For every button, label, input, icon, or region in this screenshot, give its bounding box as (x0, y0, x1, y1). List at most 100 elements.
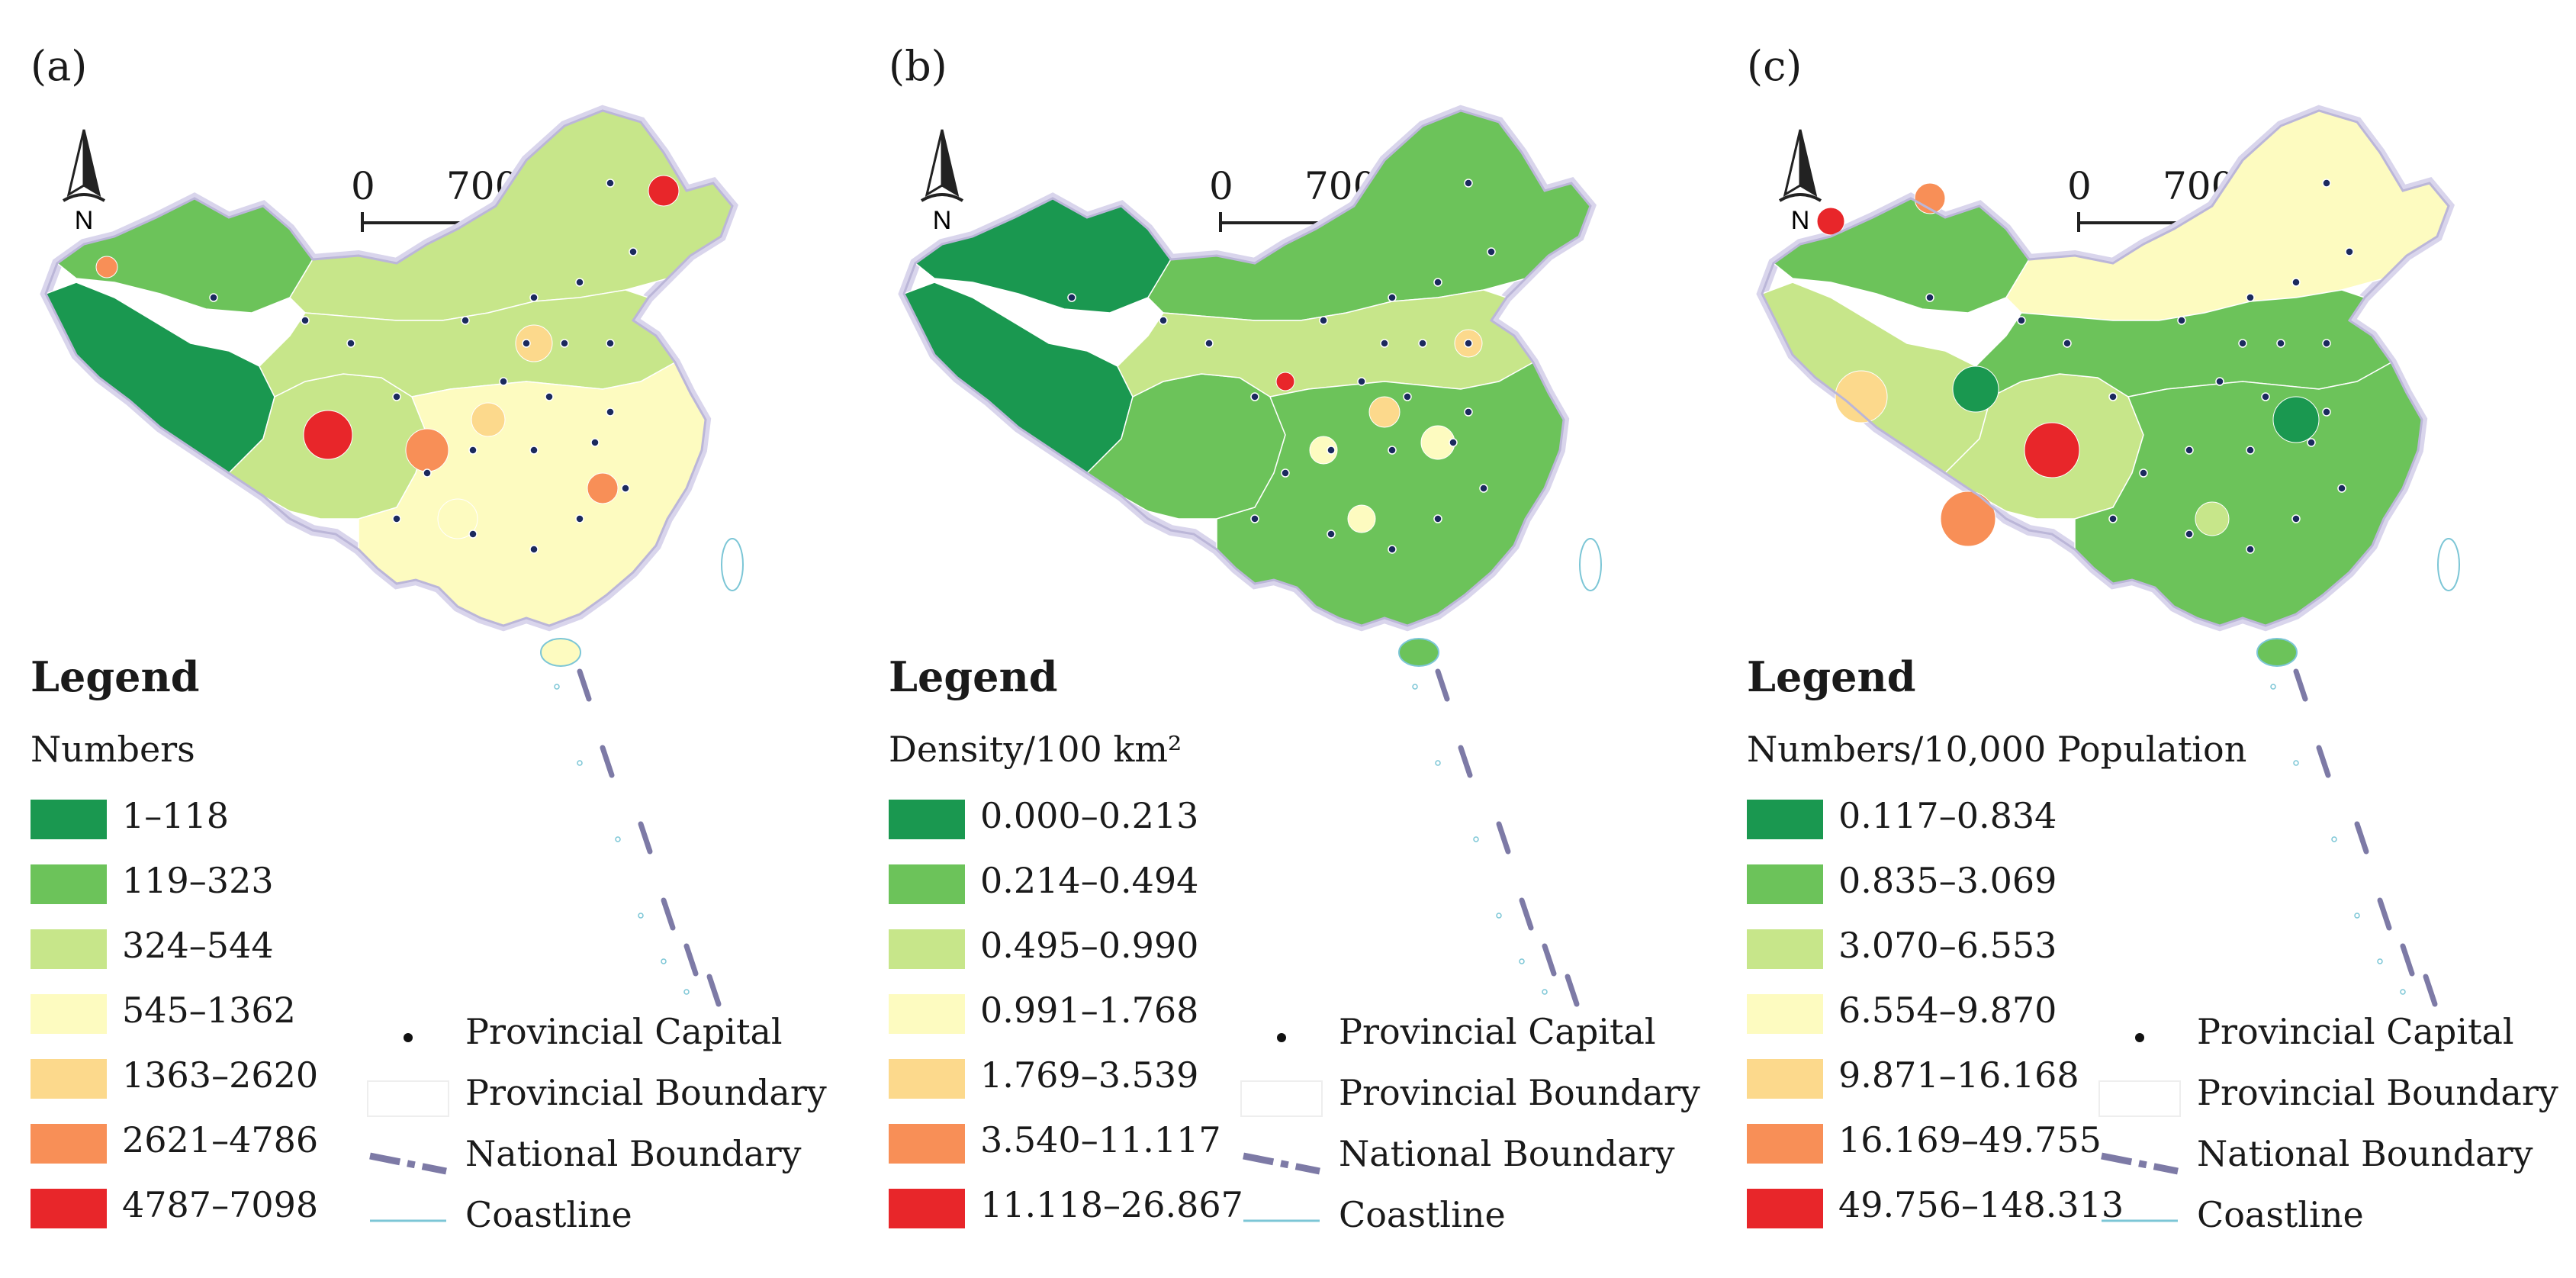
region-patch (1816, 207, 1845, 236)
provincial-capital-dot (2322, 407, 2331, 417)
region-north (289, 110, 733, 321)
provincial-capital-dot (2215, 377, 2224, 386)
provincial-capital-dot (1388, 293, 1397, 302)
provincial-capital-dot (468, 446, 478, 455)
region-patch (1940, 491, 1996, 547)
north-arrow-icon: N (62, 129, 106, 233)
legend-capital: Provincial Capital (2098, 1011, 2576, 1064)
provincial-capital-dot (1067, 293, 1076, 302)
provincial-capital-dot (2337, 484, 2346, 493)
provincial-capital-dot (2322, 179, 2331, 188)
sea-boundary-dash (2423, 974, 2438, 1007)
provincial-capital-dot (346, 339, 355, 348)
provincial-capital-dot (2017, 316, 2026, 325)
provincial-capital-dot (2238, 339, 2247, 348)
scale-zero: 0 (351, 164, 375, 208)
provincial-capital-dot (1250, 392, 1259, 401)
sea-boundary-dash (2293, 668, 2308, 702)
region-north (1147, 110, 1591, 321)
sea-boundary-dash (577, 668, 592, 702)
legend-provincial-boundary: Provincial Boundary (366, 1072, 854, 1125)
provincial-capital-dot (499, 377, 508, 386)
small-island (1473, 836, 1479, 842)
small-island (615, 836, 621, 842)
sea-boundary-dash (600, 745, 615, 778)
choropleth-map (898, 105, 1602, 1007)
choropleth-map (40, 105, 744, 1007)
north-arrow-icon: N (1778, 129, 1822, 233)
national-boundary-icon (1243, 1152, 1320, 1175)
island-hainan (2256, 638, 2298, 667)
provincial-capital-dot (1388, 446, 1397, 455)
coastline-icon (1243, 1219, 1320, 1222)
capital-dot-icon (1277, 1033, 1286, 1042)
map-panel-a: (a) N 0 700 km Legend Numbers 1–118 119–… (0, 0, 858, 1278)
small-island (2354, 913, 2360, 919)
sea-boundary-dash (1542, 943, 1557, 977)
provincial-capital-dot (209, 293, 218, 302)
provincial-capital-dot (2246, 545, 2255, 554)
region-patch (303, 410, 353, 460)
panel-label: (c) (1747, 42, 1803, 90)
provincial-capital-dot (2345, 247, 2354, 256)
small-island (683, 989, 690, 995)
sea-boundary-dash (661, 897, 676, 931)
map-panel-b: (b) N 0 700 km Legend Density/100 km² 0.… (858, 0, 1716, 1278)
provincial-capital-dot (1327, 446, 1336, 455)
small-island (1496, 913, 1502, 919)
region-north (2005, 110, 2449, 321)
provincial-capital-dot (590, 438, 600, 447)
provincial-capital-dot (1388, 545, 1397, 554)
sea-boundary-dash (2316, 745, 2331, 778)
region-patch (2024, 422, 2080, 478)
national-outline (1761, 109, 2450, 627)
provincial-capital-dot (529, 446, 539, 455)
provincial-capital-dot (575, 514, 584, 523)
legend-subtitle: Density/100 km² (889, 729, 1182, 770)
provincial-capital-dot (629, 247, 638, 256)
national-boundary-icon (2101, 1152, 2179, 1175)
symbol-legend: Provincial Capital Provincial Boundary N… (366, 1011, 854, 1255)
capital-dot-icon (404, 1033, 413, 1042)
provincial-capital-dot (1380, 339, 1389, 348)
small-island (661, 958, 667, 964)
small-island (2293, 760, 2299, 766)
provincial-boundary-icon (2098, 1080, 2181, 1117)
national-outline (44, 109, 734, 627)
symbol-legend: Provincial Capital Provincial Boundary N… (1240, 1011, 1728, 1255)
provincial-capital-dot (575, 278, 584, 287)
provincial-capital-dot (2291, 514, 2301, 523)
region-patch (437, 498, 478, 539)
small-island (577, 760, 583, 766)
provincial-capital-dot (1159, 316, 1168, 325)
legend-capital: Provincial Capital (366, 1011, 854, 1064)
provincial-capital-dot (2246, 446, 2255, 455)
provincial-capital-dot (1487, 247, 1496, 256)
small-island (638, 913, 644, 919)
sea-boundary-dash (2377, 897, 2392, 931)
provincial-capital-dot (2177, 316, 2186, 325)
sea-boundary-dash (1458, 745, 1473, 778)
region-patch (405, 428, 449, 472)
provincial-capital-dot (2108, 392, 2118, 401)
provincial-capital-dot (2322, 339, 2331, 348)
legend-coastline: Coastline (2098, 1194, 2576, 1247)
scale-zero: 0 (1209, 164, 1233, 208)
provincial-capital-dot (1464, 339, 1473, 348)
region-patch (1835, 370, 1888, 423)
small-island (1519, 958, 1525, 964)
region-patch (587, 472, 619, 504)
provincial-capital-dot (2185, 446, 2194, 455)
provincial-capital-dot (545, 392, 554, 401)
panel-label: (a) (31, 42, 88, 90)
coastline-icon (2102, 1219, 2178, 1222)
island-taiwan (721, 538, 744, 591)
provincial-capital-dot (468, 530, 478, 539)
region-patch (1347, 504, 1376, 533)
provincial-capital-dot (1319, 316, 1328, 325)
legend-coastline: Coastline (366, 1194, 854, 1247)
provincial-capital-dot (461, 316, 470, 325)
sea-boundary-dash (683, 943, 699, 977)
provincial-capital-dot (301, 316, 310, 325)
small-island (1542, 989, 1548, 995)
